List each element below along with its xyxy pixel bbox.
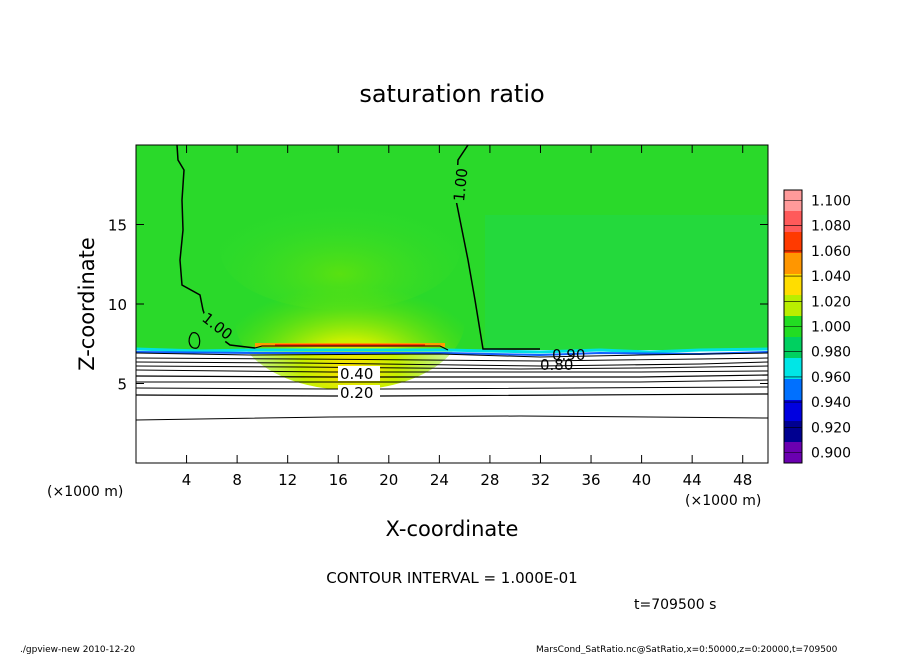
colorbar-label: 1.000 bbox=[811, 320, 851, 336]
colorbar-swatch bbox=[784, 358, 802, 380]
contour-peak-outline bbox=[254, 345, 449, 351]
contour-labels: 1.00 1.00 0.90 0.80 0.40 0.20 bbox=[194, 165, 585, 402]
contour-line bbox=[136, 352, 768, 358]
colorbar-swatch bbox=[784, 253, 802, 275]
colorbar-label: 0.900 bbox=[811, 446, 851, 462]
y-tick-label: 15 bbox=[108, 217, 127, 235]
contour-label: 1.00 bbox=[450, 167, 471, 202]
contour-label: 0.90 bbox=[552, 346, 585, 364]
contour-line bbox=[136, 365, 768, 370]
right-unsaturated-region bbox=[485, 215, 768, 350]
colorbar-swatch bbox=[784, 274, 802, 296]
x-tick-label: 16 bbox=[329, 471, 348, 489]
y-axis-ticks: 5 10 15 bbox=[108, 217, 768, 394]
colorbar-label: 1.020 bbox=[811, 294, 851, 310]
colorbar-label: 0.920 bbox=[811, 420, 851, 436]
y-tick-label: 10 bbox=[108, 296, 127, 314]
chart-title: saturation ratio bbox=[359, 80, 544, 108]
contour-line bbox=[136, 379, 768, 383]
x-tick-label: 32 bbox=[531, 471, 550, 489]
x-unit-label-right: (×1000 m) bbox=[685, 493, 761, 509]
colorbar: 1.100 1.080 1.060 1.040 1.020 1.000 0.980 0.960… bbox=[783, 189, 851, 464]
colorbar-swatch bbox=[784, 211, 802, 233]
x-unit-label-left: (×1000 m) bbox=[47, 484, 123, 500]
x-tick-label: 48 bbox=[733, 471, 752, 489]
x-tick-label: 8 bbox=[232, 471, 242, 489]
colorbar-label: 0.960 bbox=[811, 370, 851, 386]
contour-1-00-loop bbox=[188, 332, 201, 349]
colorbar-swatch bbox=[784, 421, 802, 443]
x-tick-label: 12 bbox=[278, 471, 297, 489]
contour-label: 0.20 bbox=[340, 384, 373, 402]
contour-label: 0.80 bbox=[540, 356, 573, 374]
x-tick-label: 44 bbox=[683, 471, 702, 489]
peak-band-red bbox=[275, 344, 425, 346]
x-tick-label: 20 bbox=[379, 471, 398, 489]
colorbar-swatch bbox=[784, 337, 802, 359]
x-tick-label: 36 bbox=[581, 471, 600, 489]
colorbar-label: 1.060 bbox=[811, 244, 851, 260]
x-tick-label: 28 bbox=[480, 471, 499, 489]
y-tick-label: 5 bbox=[117, 376, 127, 394]
footer-right: MarsCond_SatRatio.nc@SatRatio,x=0:50000,… bbox=[536, 645, 838, 654]
x-tick-label: 4 bbox=[182, 471, 192, 489]
boundary-cyan bbox=[136, 347, 768, 354]
colorbar-swatch bbox=[784, 295, 802, 317]
x-tick-label: 40 bbox=[632, 471, 651, 489]
colorbar-swatch bbox=[784, 400, 802, 422]
contour-line bbox=[136, 357, 768, 362]
footer-left: ./gpview-new 2010-12-20 bbox=[20, 645, 135, 654]
contour-line bbox=[136, 415, 768, 421]
time-label: t=709500 s bbox=[634, 597, 716, 613]
y-axis-label: Z-coordinate bbox=[75, 237, 99, 371]
supersaturation-soft bbox=[220, 190, 460, 310]
colorbar-label: 1.080 bbox=[811, 219, 851, 235]
colorbar-label: 0.980 bbox=[811, 345, 851, 361]
colorbar-label: 0.940 bbox=[811, 395, 851, 411]
x-tick-label: 24 bbox=[430, 471, 449, 489]
colorbar-swatch bbox=[784, 379, 802, 401]
contour-line bbox=[136, 361, 768, 367]
colorbar-swatch bbox=[784, 232, 802, 254]
x-axis-label: X-coordinate bbox=[386, 517, 519, 541]
contour-interval: CONTOUR INTERVAL = 1.000E-01 bbox=[326, 569, 577, 587]
colorbar-label: 1.100 bbox=[811, 194, 851, 210]
colorbar-label: 1.040 bbox=[811, 269, 851, 285]
x-axis-ticks: 4 8 12 16 20 24 28 32 36 40 44 48 bbox=[182, 145, 752, 489]
contour-label: 0.40 bbox=[340, 365, 373, 383]
